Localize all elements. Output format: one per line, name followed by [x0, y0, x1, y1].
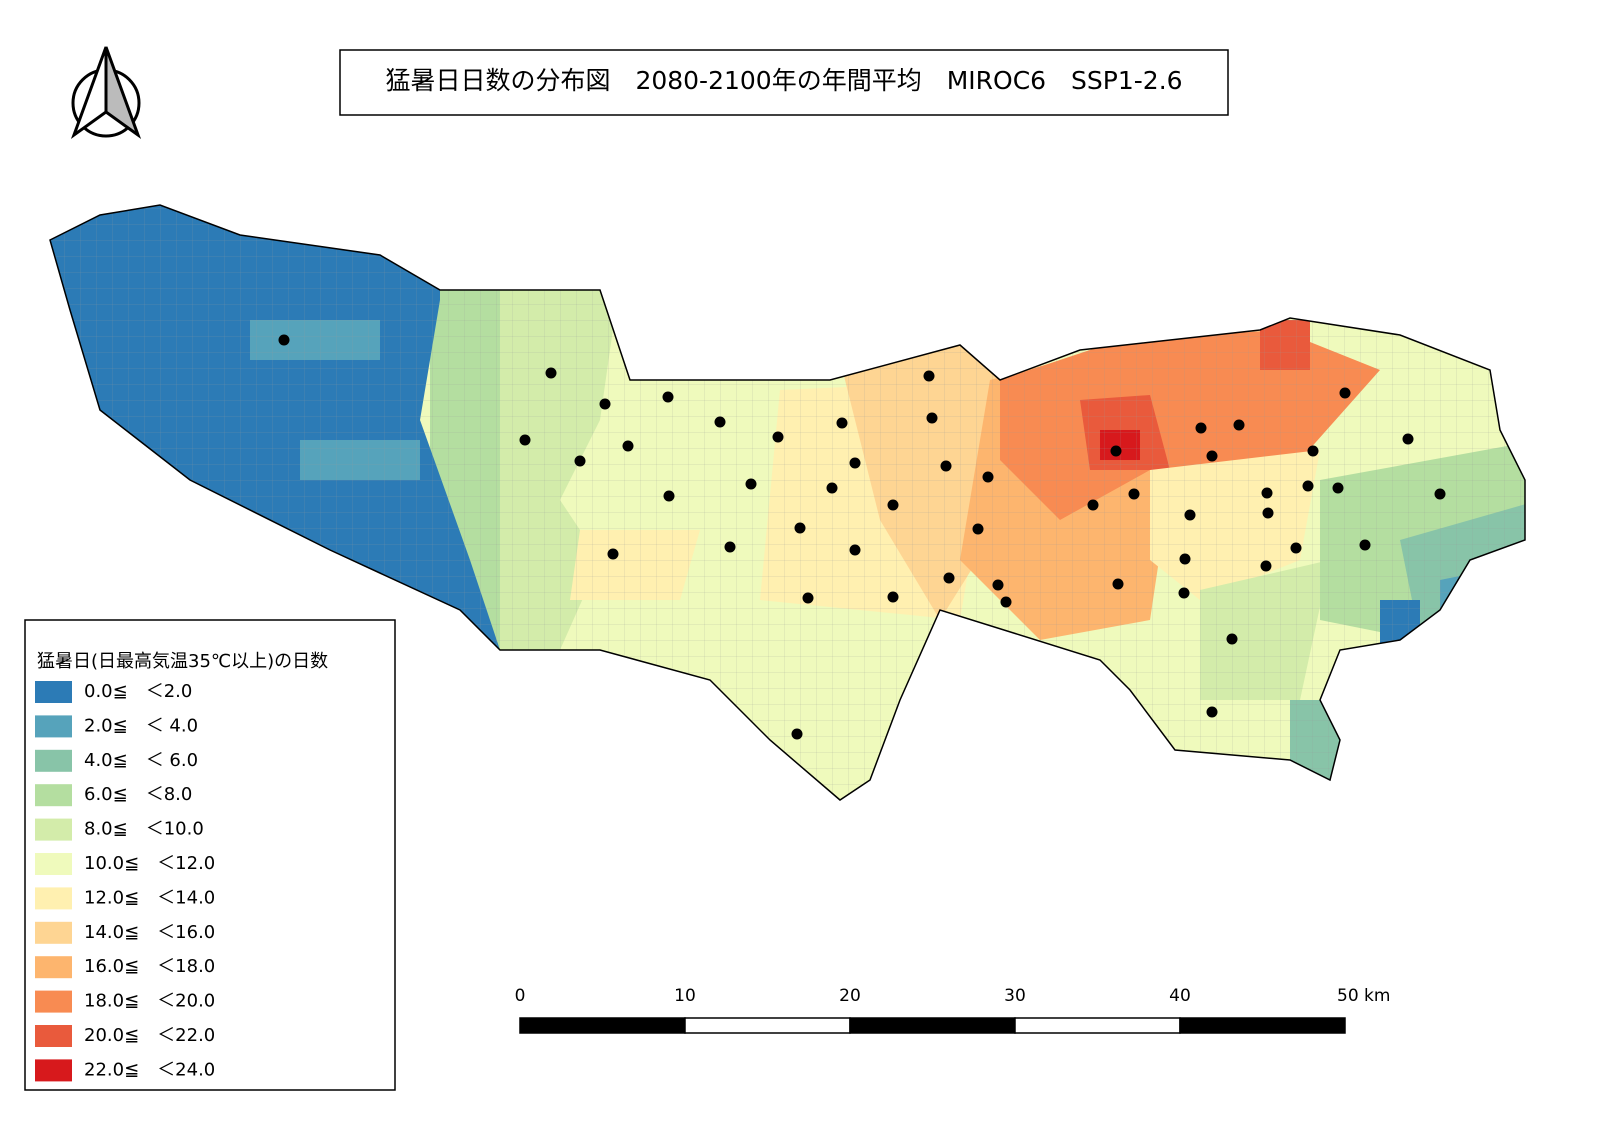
legend-swatch	[35, 853, 72, 875]
municipal-offices	[278, 334, 1446, 740]
office-dot	[794, 522, 806, 534]
office-dot	[887, 499, 899, 511]
office-dot	[599, 398, 611, 410]
office-dot	[1206, 450, 1218, 462]
office-dot	[1260, 560, 1272, 572]
legend-label: 18.0≦ ＜20.0	[84, 991, 215, 1012]
legend-label: 2.0≦ ＜ 4.0	[84, 715, 198, 736]
legend-box	[24, 619, 396, 1091]
office-dot	[772, 431, 784, 443]
office-dot	[663, 490, 675, 502]
legend-swatch	[35, 1059, 72, 1082]
office-dot	[1402, 433, 1414, 445]
office-dot	[887, 591, 899, 603]
office-dot	[1339, 387, 1351, 399]
office-dot	[1087, 499, 1099, 511]
office-dot	[1332, 482, 1344, 494]
office-dot	[1000, 596, 1012, 608]
office-dot	[849, 457, 861, 469]
map-title: 猛暑日日数の分布図 2080-2100年の年間平均 MIROC6 SSP1-2.…	[385, 66, 1182, 95]
office-dot	[519, 434, 531, 446]
legend-label: 10.0≦ ＜12.0	[84, 853, 215, 874]
office-dot	[826, 482, 838, 494]
legend-label: 14.0≦ ＜16.0	[84, 922, 215, 943]
office-dot	[1290, 542, 1302, 554]
office-dot	[926, 412, 938, 424]
scale-bar: 0 10 20 30 40 50 km	[515, 986, 1390, 1034]
office-dot	[1359, 539, 1371, 551]
legend-swatch	[35, 887, 72, 910]
office-dot	[574, 455, 586, 467]
legend-label: 8.0≦ ＜10.0	[84, 819, 204, 840]
office-dot	[662, 391, 674, 403]
office-dot	[923, 370, 935, 382]
legend-label: 12.0≦ ＜14.0	[84, 887, 215, 908]
office-dot	[940, 460, 952, 472]
office-dot	[836, 417, 848, 429]
scale-segment	[849, 1017, 1016, 1034]
scale-segment	[519, 1017, 686, 1034]
legend-swatch	[35, 818, 72, 841]
legend-label: 6.0≦ ＜8.0	[84, 784, 192, 805]
office-dot	[849, 544, 861, 556]
legend-swatch	[35, 681, 72, 703]
north-arrow	[70, 46, 142, 140]
office-dot	[545, 367, 557, 379]
office-dot	[622, 440, 634, 452]
office-dot	[972, 523, 984, 535]
legend-label: 0.0≦ ＜2.0	[84, 681, 192, 702]
office-dot	[607, 548, 619, 560]
legend-label: 16.0≦ ＜18.0	[84, 956, 215, 977]
scale-segment	[684, 1017, 851, 1034]
scale-label: 50 km	[1337, 986, 1390, 1006]
office-dot	[1195, 422, 1207, 434]
scale-label: 10	[674, 986, 696, 1006]
scale-label: 0	[515, 986, 526, 1006]
office-dot	[1307, 445, 1319, 457]
office-dot	[791, 728, 803, 740]
title-box	[339, 49, 1229, 116]
office-dot	[1206, 706, 1218, 718]
legend-label: 22.0≦ ＜24.0	[84, 1059, 215, 1080]
office-dot	[1261, 487, 1273, 499]
office-dot	[992, 579, 1004, 591]
office-dot	[1178, 587, 1190, 599]
legend-swatch	[35, 990, 72, 1013]
legend-swatch	[35, 1025, 72, 1047]
legend-title: 猛暑日(日最高気温35℃以上)の日数	[37, 651, 328, 672]
legend-swatch	[35, 956, 72, 979]
office-dot	[278, 334, 290, 346]
office-dot	[1434, 488, 1446, 500]
scale-segment	[1179, 1017, 1346, 1034]
office-dot	[724, 541, 736, 553]
office-dot	[1110, 445, 1122, 457]
office-dot	[1233, 419, 1245, 431]
office-dot	[1262, 507, 1274, 519]
legend-swatch	[35, 784, 72, 807]
scale-segment	[1014, 1017, 1181, 1034]
office-dot	[1302, 480, 1314, 492]
office-dot	[943, 572, 955, 584]
office-dot	[982, 471, 994, 483]
legend-label: 20.0≦ ＜22.0	[84, 1025, 215, 1046]
legend: 0.0≦ ＜2.0 2.0≦ ＜ 4.0 4.0≦ ＜ 6.0 6.0≦ ＜8.0 8.…	[35, 681, 215, 1082]
office-dot	[1184, 509, 1196, 521]
office-dot	[802, 592, 814, 604]
office-dot	[1128, 488, 1140, 500]
office-dot	[1226, 633, 1238, 645]
office-dot	[1179, 553, 1191, 565]
legend-swatch	[35, 749, 72, 772]
legend-swatch	[35, 715, 72, 738]
scale-label: 30	[1004, 986, 1026, 1006]
scale-label: 40	[1169, 986, 1191, 1006]
scale-label: 20	[839, 986, 861, 1006]
office-dot	[1112, 578, 1124, 590]
office-dot	[745, 478, 757, 490]
office-dot	[714, 416, 726, 428]
legend-swatch	[35, 921, 72, 944]
legend-label: 4.0≦ ＜ 6.0	[84, 750, 198, 771]
